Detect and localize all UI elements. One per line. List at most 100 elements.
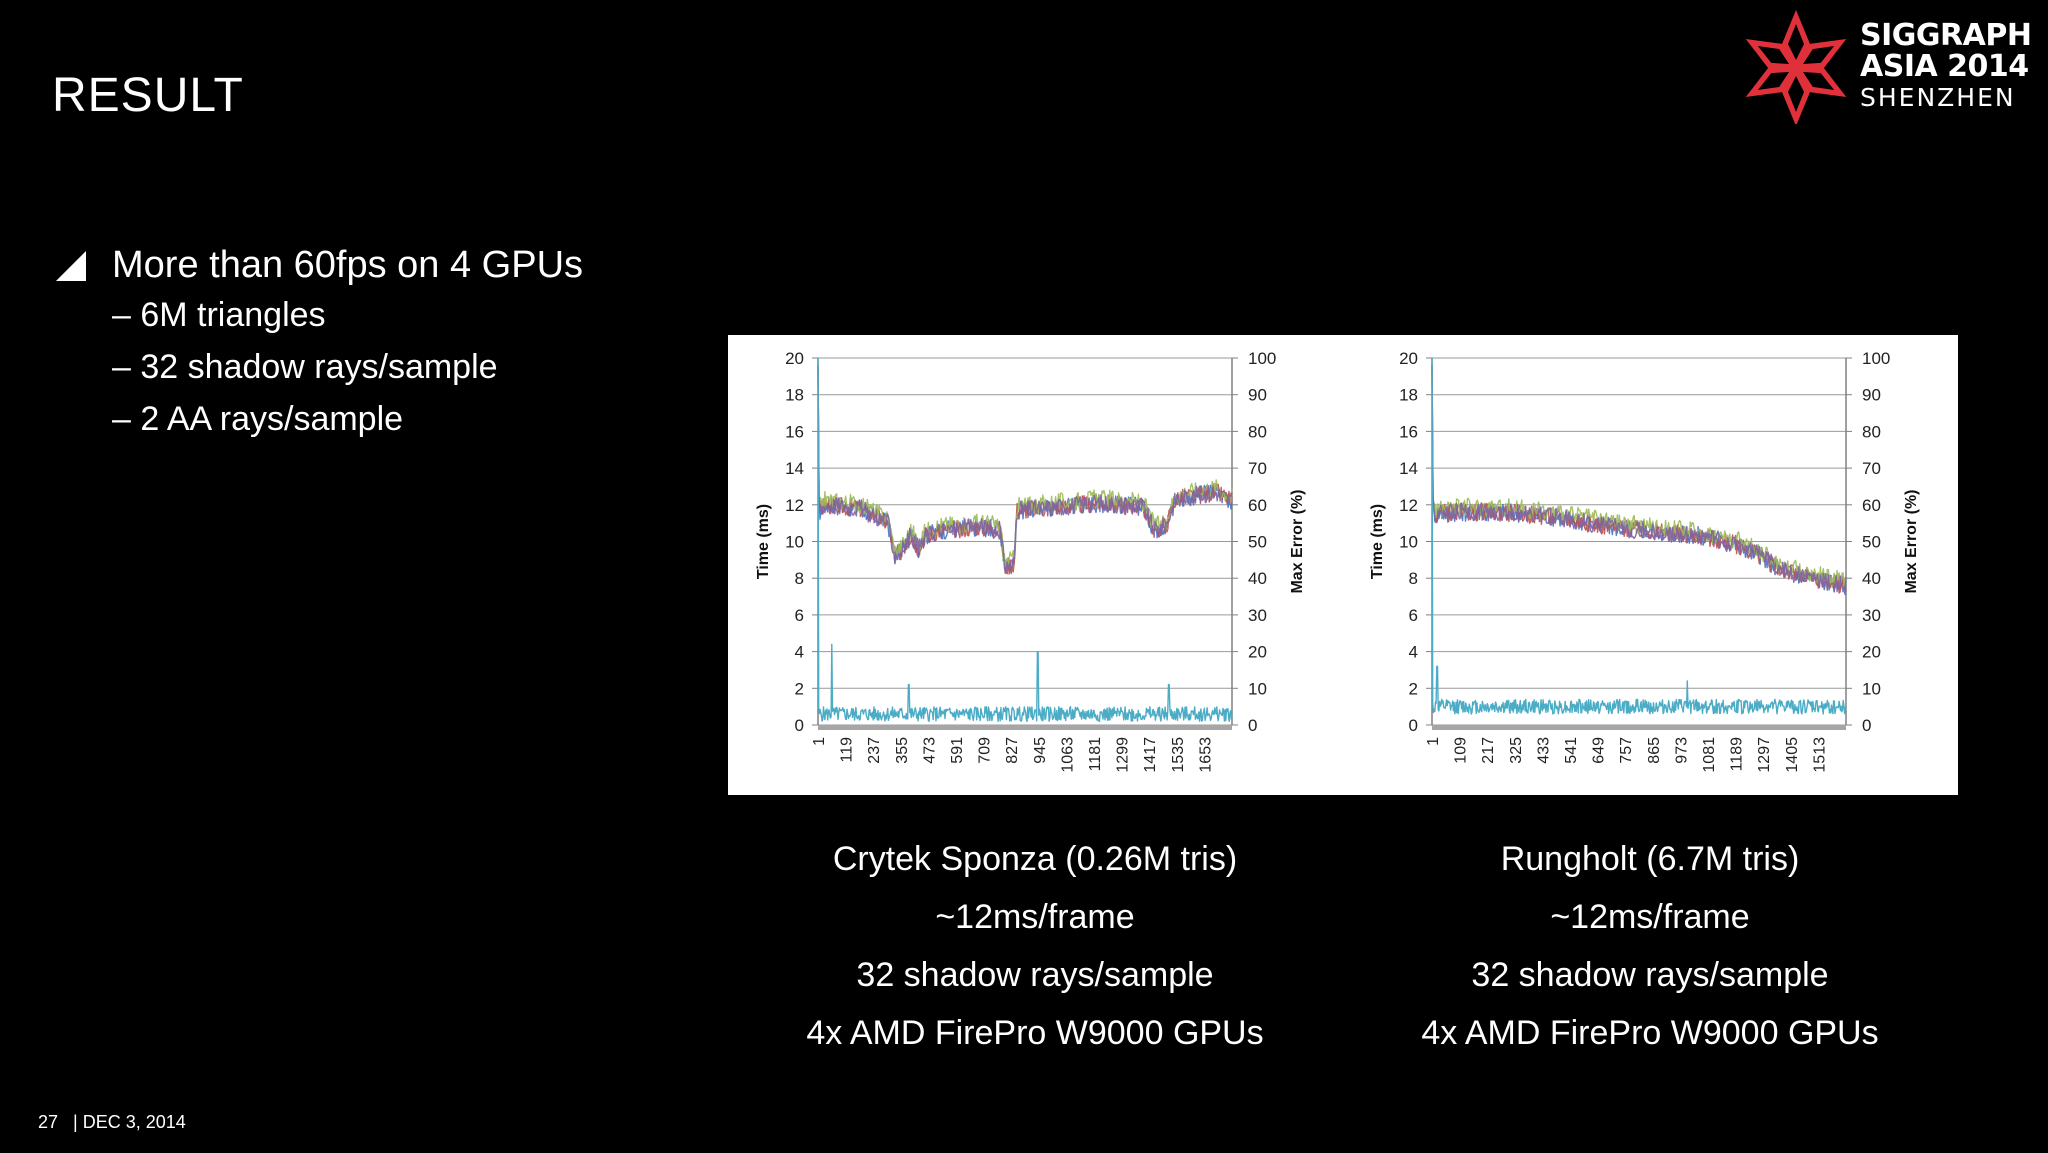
x-tick-label: 1181 (1087, 737, 1104, 772)
x-tick-label: 591 (949, 737, 966, 764)
y2-tick-label: 30 (1862, 606, 1881, 625)
x-tick-label: 355 (894, 737, 911, 764)
sub-bullet-text: 2 AA rays/sample (140, 400, 404, 438)
footer-date: | DEC 3, 2014 (73, 1112, 186, 1132)
page-number: 27 (38, 1112, 59, 1132)
x-tick-label: 237 (866, 737, 883, 764)
bullet-list: More than 60fps on 4 GPUs – 6M triangles… (56, 244, 583, 451)
series-line-gpu-3 (817, 365, 1233, 569)
caption-left: Crytek Sponza (0.26M tris) ~12ms/frame 3… (725, 830, 1345, 1062)
sub-bullet-list: – 6M triangles – 32 shadow rays/sample –… (112, 295, 583, 439)
y-tick-label: 14 (1399, 459, 1418, 478)
caption-frametime: ~12ms/frame (935, 898, 1135, 936)
x-tick-label: 1417 (1142, 737, 1159, 773)
star-petal-inner (1757, 72, 1790, 90)
sub-bullet-text: 6M triangles (140, 296, 326, 334)
x-tick-label: 217 (1480, 737, 1497, 764)
x-tick-label: 541 (1563, 737, 1580, 764)
y-tick-label: 10 (785, 533, 804, 552)
series-line-gpu-2 (1431, 365, 1847, 594)
star-center (1789, 61, 1803, 75)
x-tick-label: 1 (811, 737, 828, 746)
x-tick-label: 1299 (1115, 737, 1132, 773)
x-tick-label: 1 (1425, 737, 1442, 746)
y2-tick-label: 60 (1248, 496, 1267, 515)
y-tick-label: 2 (795, 679, 804, 698)
x-tick-label: 757 (1618, 737, 1635, 764)
y2-tick-label: 70 (1862, 459, 1881, 478)
triangle-bullet-icon (56, 250, 86, 281)
x-tick-label: 325 (1508, 737, 1525, 764)
x-tick-label: 649 (1591, 737, 1608, 764)
y-tick-label: 14 (785, 459, 804, 478)
x-tick-label: 973 (1673, 737, 1690, 764)
x-tick-label: 109 (1453, 737, 1470, 764)
series-line-gpu-4 (1431, 365, 1847, 593)
caption-hardware: 4x AMD FirePro W9000 GPUs (1421, 1014, 1879, 1052)
x-tick-label: 1535 (1170, 737, 1187, 773)
x-tick-label: 709 (977, 737, 994, 764)
caption-scene: Crytek Sponza (0.26M tris) (832, 840, 1238, 878)
x-tick-label: 1189 (1729, 737, 1746, 772)
charts-svg: 0246810121416182001020304050607080901001… (755, 349, 1920, 773)
logo-line-2: ASIA 2014 (1860, 49, 2029, 84)
x-axis-band (1432, 725, 1846, 730)
y-tick-label: 0 (1409, 716, 1418, 735)
y-tick-label: 8 (1409, 569, 1418, 588)
sub-bullet: – 6M triangles (112, 296, 326, 334)
series-line-gpu-2 (817, 365, 1233, 575)
x-tick-label: 1405 (1784, 737, 1801, 773)
y-tick-label: 2 (1409, 679, 1418, 698)
y2-axis-title: Max Error (%) (1903, 489, 1920, 593)
footer: 27 | DEC 3, 2014 (38, 1112, 186, 1133)
y2-tick-label: 0 (1248, 716, 1257, 735)
x-tick-label: 827 (1004, 737, 1021, 764)
caption-hardware: 4x AMD FirePro W9000 GPUs (806, 1014, 1264, 1052)
y2-tick-label: 50 (1862, 533, 1881, 552)
chart-1: 0 2 4 6 8 10 12 14 16 18 20 0 10 20 30 40 50 60 70 80 90 100 1… (755, 349, 1306, 773)
caption-scene: Rungholt (6.7M tris) (1500, 840, 1800, 878)
star-petal-inner (1788, 24, 1804, 60)
logo-line-3: SHENZHEN (1860, 83, 2016, 112)
siggraph-star-logo-icon (1745, 10, 1847, 124)
logo-line-1: SIGGRAPH (1860, 18, 2032, 53)
y2-tick-label: 50 (1248, 533, 1267, 552)
y-tick-label: 8 (795, 569, 804, 588)
series-line-gpu-4 (817, 365, 1233, 575)
y-tick-label: 20 (785, 349, 804, 368)
sub-bullet: – 2 AA rays/sample (112, 400, 404, 438)
caption-right: Rungholt (6.7M tris) ~12ms/frame 32 shad… (1340, 830, 1960, 1062)
x-tick-label: 119 (839, 737, 856, 763)
y2-tick-label: 70 (1248, 459, 1267, 478)
y2-tick-label: 100 (1862, 349, 1890, 368)
y-tick-label: 12 (785, 496, 804, 515)
x-tick-label: 945 (1032, 737, 1049, 764)
charts-panel: 0 2 4 6 8 10 12 14 16 18 20 0 10 20 30 40 50 60 70 80 90 100 1… (728, 335, 1958, 795)
x-tick-label: 1063 (1059, 737, 1076, 773)
star-petal-inner (1802, 46, 1835, 64)
main-bullet: More than 60fps on 4 GPUs (56, 244, 583, 287)
y2-tick-label: 60 (1862, 496, 1881, 515)
y-tick-label: 18 (1399, 386, 1418, 405)
star-petal-inner (1802, 72, 1835, 90)
series-line-gpu-3 (1431, 365, 1847, 589)
y2-tick-label: 100 (1248, 349, 1276, 368)
y2-axis-title: Max Error (%) (1289, 489, 1306, 593)
x-tick-label: 1297 (1756, 737, 1773, 773)
sub-bullet-text: 32 shadow rays/sample (140, 348, 498, 386)
y2-tick-label: 40 (1862, 569, 1881, 588)
caption-frametime: ~12ms/frame (1550, 898, 1750, 936)
y2-tick-label: 20 (1248, 643, 1267, 662)
y2-tick-label: 10 (1862, 679, 1881, 698)
x-tick-label: 1081 (1701, 737, 1718, 773)
sub-bullet: – 32 shadow rays/sample (112, 348, 498, 386)
x-tick-label: 1653 (1197, 737, 1214, 773)
x-tick-label: 433 (1535, 737, 1552, 764)
series-line-gpu-1 (1431, 365, 1847, 596)
y2-tick-label: 90 (1248, 386, 1267, 405)
y2-tick-label: 90 (1862, 386, 1881, 405)
y-tick-label: 6 (1409, 606, 1418, 625)
y-tick-label: 16 (1399, 422, 1418, 441)
star-petal-inner (1788, 76, 1804, 112)
y2-tick-label: 30 (1248, 606, 1267, 625)
